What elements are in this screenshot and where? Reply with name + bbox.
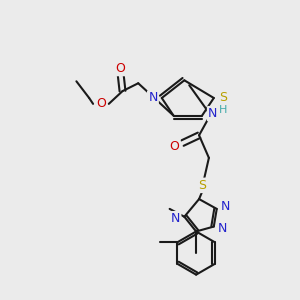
Text: S: S [219,92,226,104]
Text: N: N [208,107,218,120]
Text: O: O [96,98,106,110]
Text: N: N [218,222,227,235]
Text: O: O [169,140,179,153]
Text: H: H [218,105,227,115]
Text: N: N [148,92,158,104]
Text: O: O [116,62,125,75]
Text: N: N [221,200,230,213]
Text: S: S [198,179,206,192]
Text: N: N [171,212,180,225]
